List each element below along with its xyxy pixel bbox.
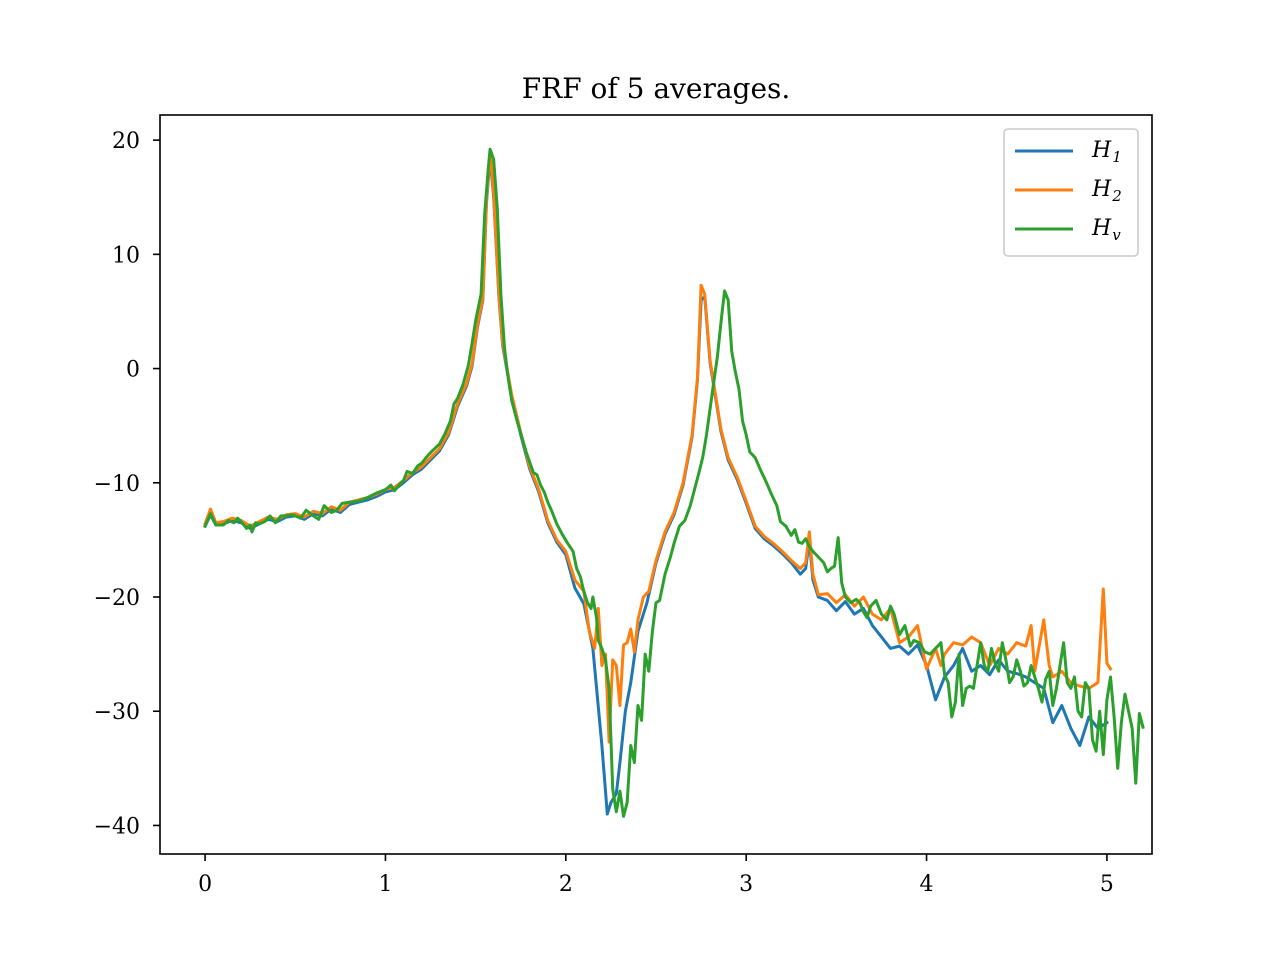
- x-tick-label: 2: [559, 872, 573, 897]
- series-line-h-1: [203, 155, 1109, 816]
- y-axis: 20 10 0 −10 −20 −30 −40: [94, 129, 160, 839]
- x-tick-label: 1: [378, 872, 392, 897]
- y-tick-label: −10: [94, 472, 140, 497]
- x-tick-label: 0: [198, 872, 212, 897]
- y-tick-label: −40: [94, 814, 140, 839]
- plot-lines: [203, 147, 1145, 818]
- chart-title: FRF of 5 averages.: [522, 72, 791, 105]
- x-axis: 0 1 2 3 4 5: [198, 854, 1114, 897]
- series-line-h-v: [203, 147, 1145, 818]
- y-tick-label: −30: [94, 700, 140, 725]
- series-line-h-2: [203, 150, 1113, 744]
- x-tick-label: 3: [739, 872, 753, 897]
- x-tick-label: 5: [1100, 872, 1114, 897]
- x-tick-label: 4: [920, 872, 934, 897]
- y-tick-label: 0: [126, 358, 140, 383]
- y-tick-label: 10: [112, 243, 140, 268]
- axes-frame: [159, 114, 1153, 855]
- legend-frame: [1003, 128, 1139, 257]
- y-tick-label: 20: [112, 129, 140, 154]
- y-tick-label: −20: [94, 586, 140, 611]
